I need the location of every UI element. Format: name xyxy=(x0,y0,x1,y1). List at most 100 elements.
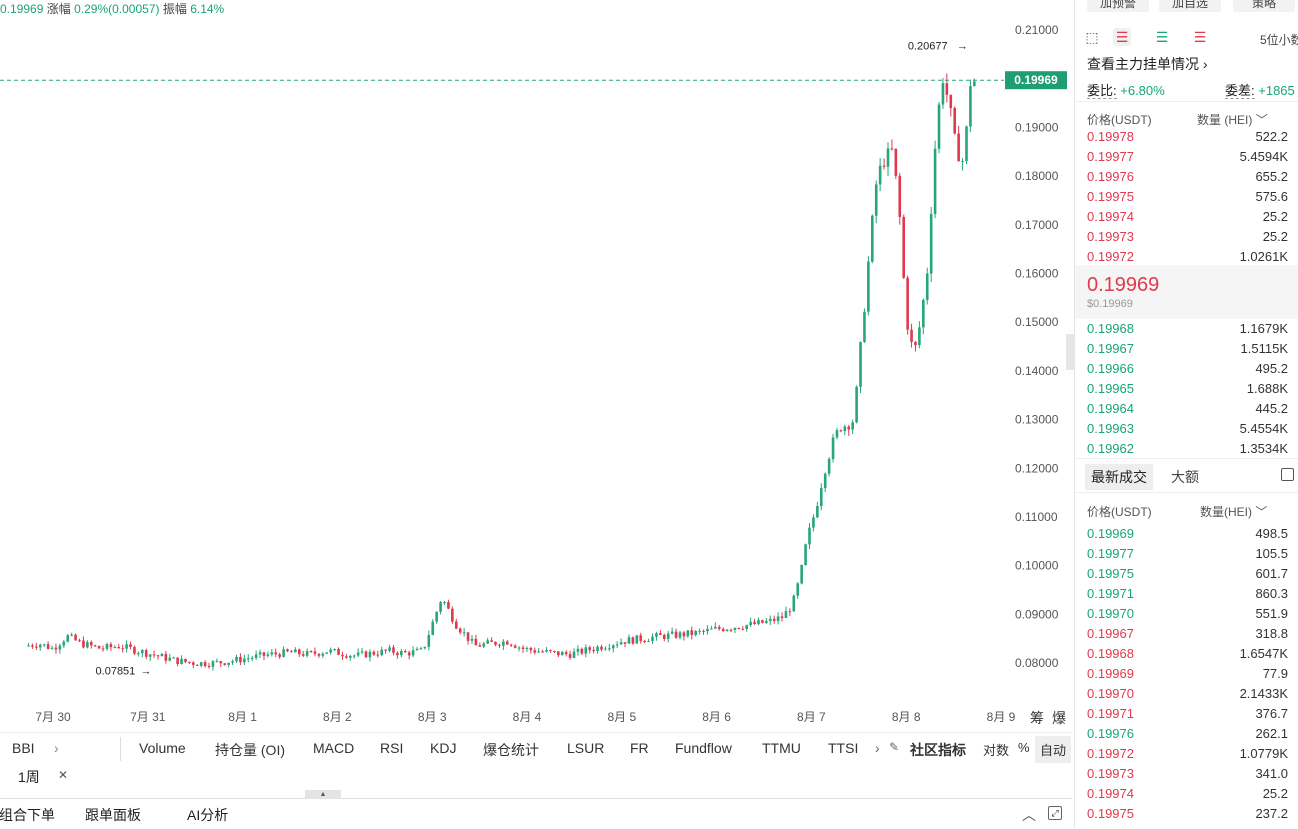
trade-row[interactable]: 0.19976 262.1 xyxy=(1087,724,1288,744)
trade-row[interactable]: 0.19974 25.2 xyxy=(1087,784,1288,804)
qty-cell: 2.1433K xyxy=(1239,686,1288,701)
chevron-right-icon[interactable]: › xyxy=(54,740,59,756)
tab-latest-trades[interactable]: 最新成交 xyxy=(1085,464,1153,490)
trade-row[interactable]: 0.19975 601.7 xyxy=(1087,564,1288,584)
trade-row[interactable]: 0.19977 105.5 xyxy=(1087,544,1288,564)
candle xyxy=(733,627,737,634)
candlestick-chart[interactable]: 0.210000.200000.190000.180000.170000.160… xyxy=(0,0,1072,730)
trades-col-qty-header[interactable]: 数量(HEI) ﹀ xyxy=(1200,503,1267,520)
collapse-handle-icon[interactable]: ▲ xyxy=(305,790,341,799)
ask-row[interactable]: 0.19972 1.0261K xyxy=(1087,247,1288,267)
trade-row[interactable]: 0.19971 860.3 xyxy=(1087,584,1288,604)
ask-row[interactable]: 0.19977 5.4594K xyxy=(1087,147,1288,167)
candle xyxy=(819,483,823,511)
indicator-main[interactable]: BBI xyxy=(12,740,35,756)
add-watchlist-button[interactable]: 加自选 xyxy=(1159,0,1221,12)
expand-icon[interactable]: ⤢ xyxy=(1048,806,1062,820)
indicator-item[interactable]: LSUR xyxy=(567,740,605,756)
checkbox[interactable] xyxy=(1281,468,1294,481)
bid-row[interactable]: 0.19963 5.4554K xyxy=(1087,419,1288,439)
candle-body xyxy=(243,658,246,663)
indicator-item[interactable]: MACD xyxy=(313,740,355,756)
indicator-item[interactable]: KDJ xyxy=(430,740,457,756)
bottom-panel-bar: ▲ 组合下单 跟单面板 AI分析 ︿ ⤢ xyxy=(0,790,1072,829)
strategy-button[interactable]: 策略 xyxy=(1233,0,1295,12)
bid-row[interactable]: 0.19962 1.3534K xyxy=(1087,439,1288,459)
trade-row[interactable]: 0.19970 2.1433K xyxy=(1087,684,1288,704)
indicator-item[interactable]: 爆仓统计 xyxy=(483,742,539,758)
candle-body xyxy=(925,273,929,300)
book-both-icon[interactable]: ☰ xyxy=(1113,28,1131,46)
price-cell: 0.19975 xyxy=(1087,566,1134,581)
tab-large-trades[interactable]: 大额 xyxy=(1171,469,1199,485)
main-orders-link[interactable]: 查看主力挂单情况 › xyxy=(1087,54,1208,74)
candle-body xyxy=(870,215,874,262)
ask-row[interactable]: 0.19976 655.2 xyxy=(1087,167,1288,187)
log-toggle[interactable]: 对数 xyxy=(983,743,1010,758)
indicator-item[interactable]: Fundflow xyxy=(675,740,732,756)
chart-area[interactable]: 0.210000.200000.190000.180000.170000.160… xyxy=(0,0,1072,730)
candle xyxy=(600,644,603,652)
candle-body xyxy=(855,386,858,423)
trade-row[interactable]: 0.19971 376.7 xyxy=(1087,704,1288,724)
panel-splitter-handle[interactable] xyxy=(1066,334,1074,370)
add-alert-button[interactable]: 加预警 xyxy=(1087,0,1149,12)
trade-row[interactable]: 0.19970 551.9 xyxy=(1087,604,1288,624)
candle-body xyxy=(246,658,250,660)
indicator-item[interactable]: TTMU xyxy=(762,740,801,756)
diff-row: 委差: +1865 xyxy=(1225,80,1295,99)
indicator-item[interactable]: TTSI xyxy=(828,740,859,756)
indicator-item[interactable]: Volume xyxy=(139,740,186,756)
community-indicators[interactable]: 社区指标 xyxy=(910,742,966,758)
candle-body xyxy=(717,626,721,629)
book-bids-icon[interactable]: ☰ xyxy=(1155,29,1169,45)
trade-row[interactable]: 0.19972 1.0779K xyxy=(1087,744,1288,764)
candle xyxy=(474,634,478,646)
trade-row[interactable]: 0.19968 1.6547K xyxy=(1087,644,1288,664)
timeframe-tag[interactable]: 1周 xyxy=(18,769,40,785)
ask-row[interactable]: 0.19974 25.2 xyxy=(1087,207,1288,227)
bid-row[interactable]: 0.19965 1.688K xyxy=(1087,379,1288,399)
bid-row[interactable]: 0.19968 1.1679K xyxy=(1087,319,1288,339)
bid-row[interactable]: 0.19964 445.2 xyxy=(1087,399,1288,419)
ask-row[interactable]: 0.19973 25.2 xyxy=(1087,227,1288,247)
col-qty-header[interactable]: 数量 (HEI) ﹀ xyxy=(1197,111,1268,128)
tab-combo-order[interactable]: 组合下单 xyxy=(0,807,55,823)
chevron-up-icon[interactable]: ︿ xyxy=(1022,807,1036,823)
candle-body xyxy=(596,646,599,651)
change-value: 0.29%(0.00057) xyxy=(74,2,160,16)
edit-icon[interactable]: ✎ xyxy=(889,740,900,754)
trade-row[interactable]: 0.19969 498.5 xyxy=(1087,524,1288,544)
popout-icon[interactable]: ⬚ xyxy=(1085,29,1099,45)
bid-row[interactable]: 0.19967 1.5115K xyxy=(1087,339,1288,359)
tab-ai-analysis[interactable]: AI分析 xyxy=(187,807,229,823)
indicator-item[interactable]: 持仓量 (OI) xyxy=(215,742,285,758)
ask-row[interactable]: 0.19978 522.2 xyxy=(1087,127,1288,147)
candle xyxy=(509,643,513,648)
auto-toggle[interactable]: 自动 xyxy=(1035,736,1072,763)
trade-row[interactable]: 0.19975 237.2 xyxy=(1087,804,1288,824)
candle-body xyxy=(910,329,913,342)
trade-row[interactable]: 0.19973 341.0 xyxy=(1087,764,1288,784)
candle xyxy=(470,635,474,645)
candle-body xyxy=(859,342,862,387)
precision-select[interactable]: 5位小数 xyxy=(1260,33,1298,47)
ask-row[interactable]: 0.19975 575.6 xyxy=(1087,187,1288,207)
trade-row[interactable]: 0.19967 318.8 xyxy=(1087,624,1288,644)
candle-body xyxy=(301,654,305,656)
tab-copy-panel[interactable]: 跟单面板 xyxy=(85,807,141,823)
percent-toggle[interactable]: % xyxy=(1018,740,1030,755)
close-icon[interactable]: ✕ xyxy=(58,768,69,782)
bid-row[interactable]: 0.19966 495.2 xyxy=(1087,359,1288,379)
indicator-item[interactable]: FR xyxy=(630,740,649,756)
candle xyxy=(443,601,446,605)
candle xyxy=(753,618,756,625)
candle xyxy=(611,644,615,653)
indicator-item[interactable]: RSI xyxy=(380,740,404,756)
trade-row[interactable]: 0.19969 77.9 xyxy=(1087,664,1288,684)
candle xyxy=(266,651,270,658)
chevron-right-icon[interactable]: › xyxy=(875,740,880,756)
book-asks-icon[interactable]: ☰ xyxy=(1193,29,1207,45)
candle xyxy=(447,599,450,610)
candle-body xyxy=(867,261,870,312)
